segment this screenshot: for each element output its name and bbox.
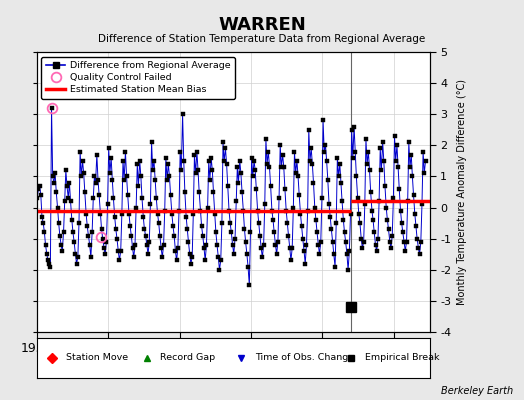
Text: Empirical Break: Empirical Break bbox=[365, 354, 439, 362]
Text: Difference of Station Temperature Data from Regional Average: Difference of Station Temperature Data f… bbox=[99, 34, 425, 44]
Text: Record Gap: Record Gap bbox=[160, 354, 215, 362]
Text: Berkeley Earth: Berkeley Earth bbox=[441, 386, 514, 396]
Text: Time of Obs. Change: Time of Obs. Change bbox=[255, 354, 354, 362]
Y-axis label: Monthly Temperature Anomaly Difference (°C): Monthly Temperature Anomaly Difference (… bbox=[457, 79, 467, 305]
Text: Station Move: Station Move bbox=[66, 354, 128, 362]
Legend: Difference from Regional Average, Quality Control Failed, Estimated Station Mean: Difference from Regional Average, Qualit… bbox=[41, 57, 235, 99]
Text: WARREN: WARREN bbox=[218, 16, 306, 34]
